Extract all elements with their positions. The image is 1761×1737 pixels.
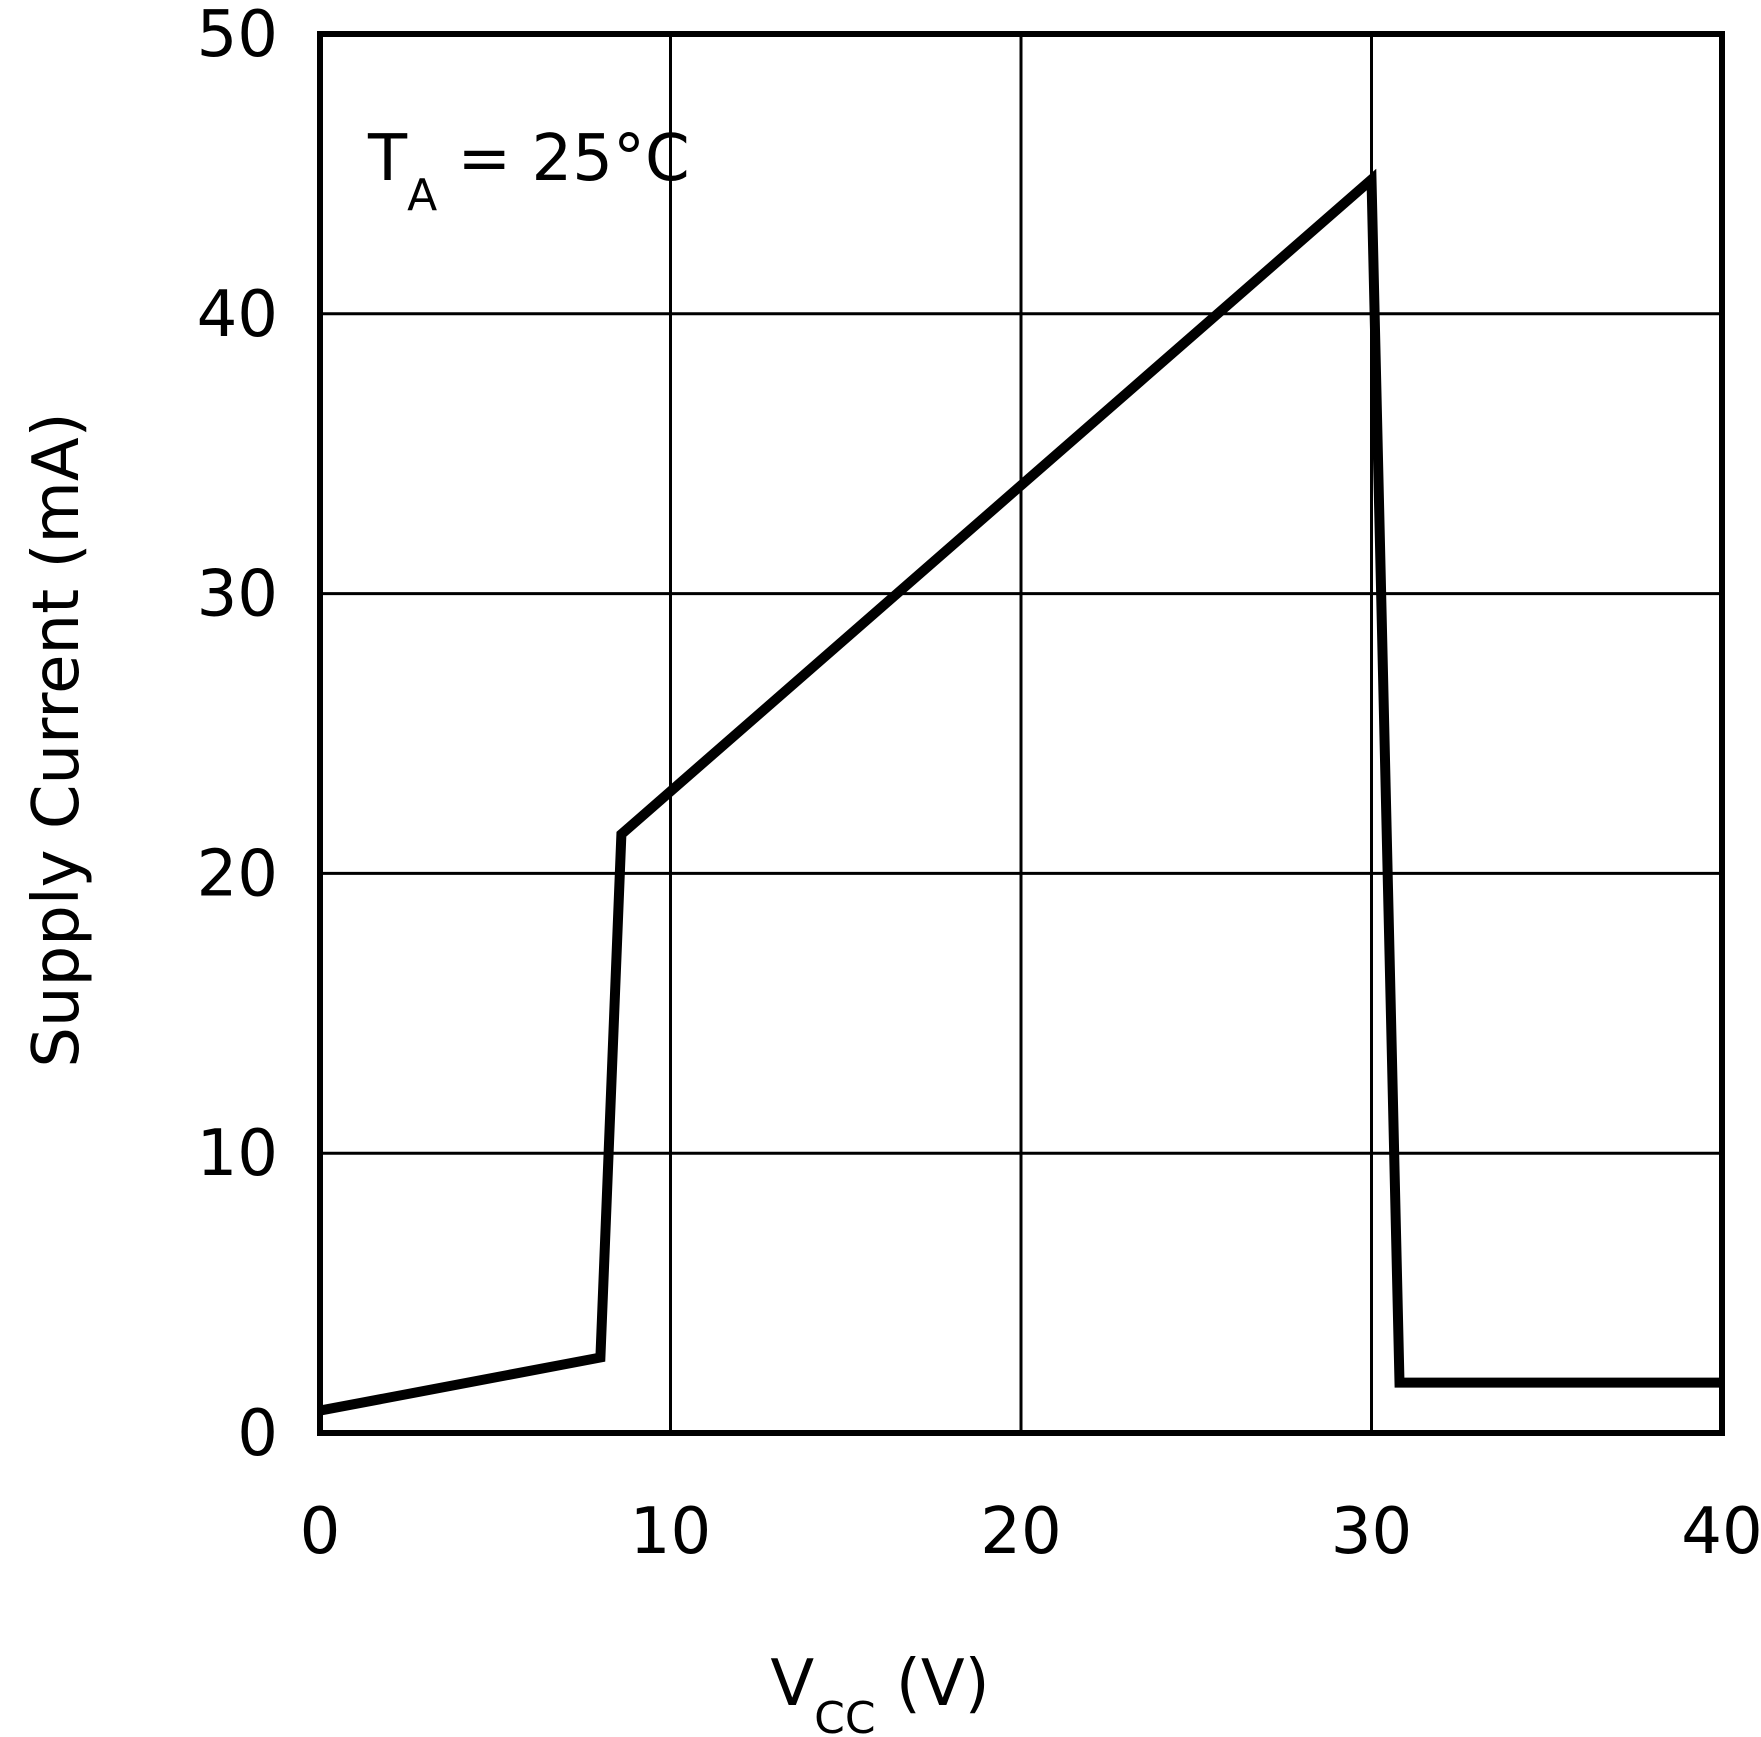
series-line <box>319 168 1722 1416</box>
y-tick-labels: 0 10 20 30 40 50 <box>197 0 278 1471</box>
annotation-main: T <box>367 122 408 196</box>
y-axis-title: Supply Current (mA) <box>20 412 94 1067</box>
x-tick-labels: 0 10 20 30 40 <box>300 1495 1761 1569</box>
x-tick-label: 40 <box>1681 1495 1761 1569</box>
y-tick-label: 0 <box>237 1397 278 1471</box>
y-tick-label: 20 <box>197 837 278 911</box>
y-tick-label: 50 <box>197 0 278 72</box>
x-tick-label: 10 <box>630 1495 711 1569</box>
series-group <box>319 168 1722 1416</box>
x-axis-title-main: V <box>770 1647 814 1721</box>
x-axis-title: VCC (V) <box>770 1647 989 1737</box>
y-tick-label: 40 <box>197 278 278 352</box>
plot-frame <box>317 31 1725 1436</box>
x-axis-title-subscript: CC <box>814 1693 875 1737</box>
x-tick-label: 20 <box>980 1495 1061 1569</box>
x-tick-label: 30 <box>1331 1495 1412 1569</box>
x-tick-label: 0 <box>300 1495 341 1569</box>
annotation-rest: = 25°C <box>437 122 689 196</box>
grid <box>320 34 1722 1433</box>
x-axis-title-unit: (V) <box>876 1647 990 1721</box>
temperature-annotation: TA = 25°C <box>367 122 690 221</box>
y-tick-label: 30 <box>197 558 278 632</box>
annotation-subscript: A <box>407 170 437 221</box>
y-tick-label: 10 <box>197 1117 278 1191</box>
